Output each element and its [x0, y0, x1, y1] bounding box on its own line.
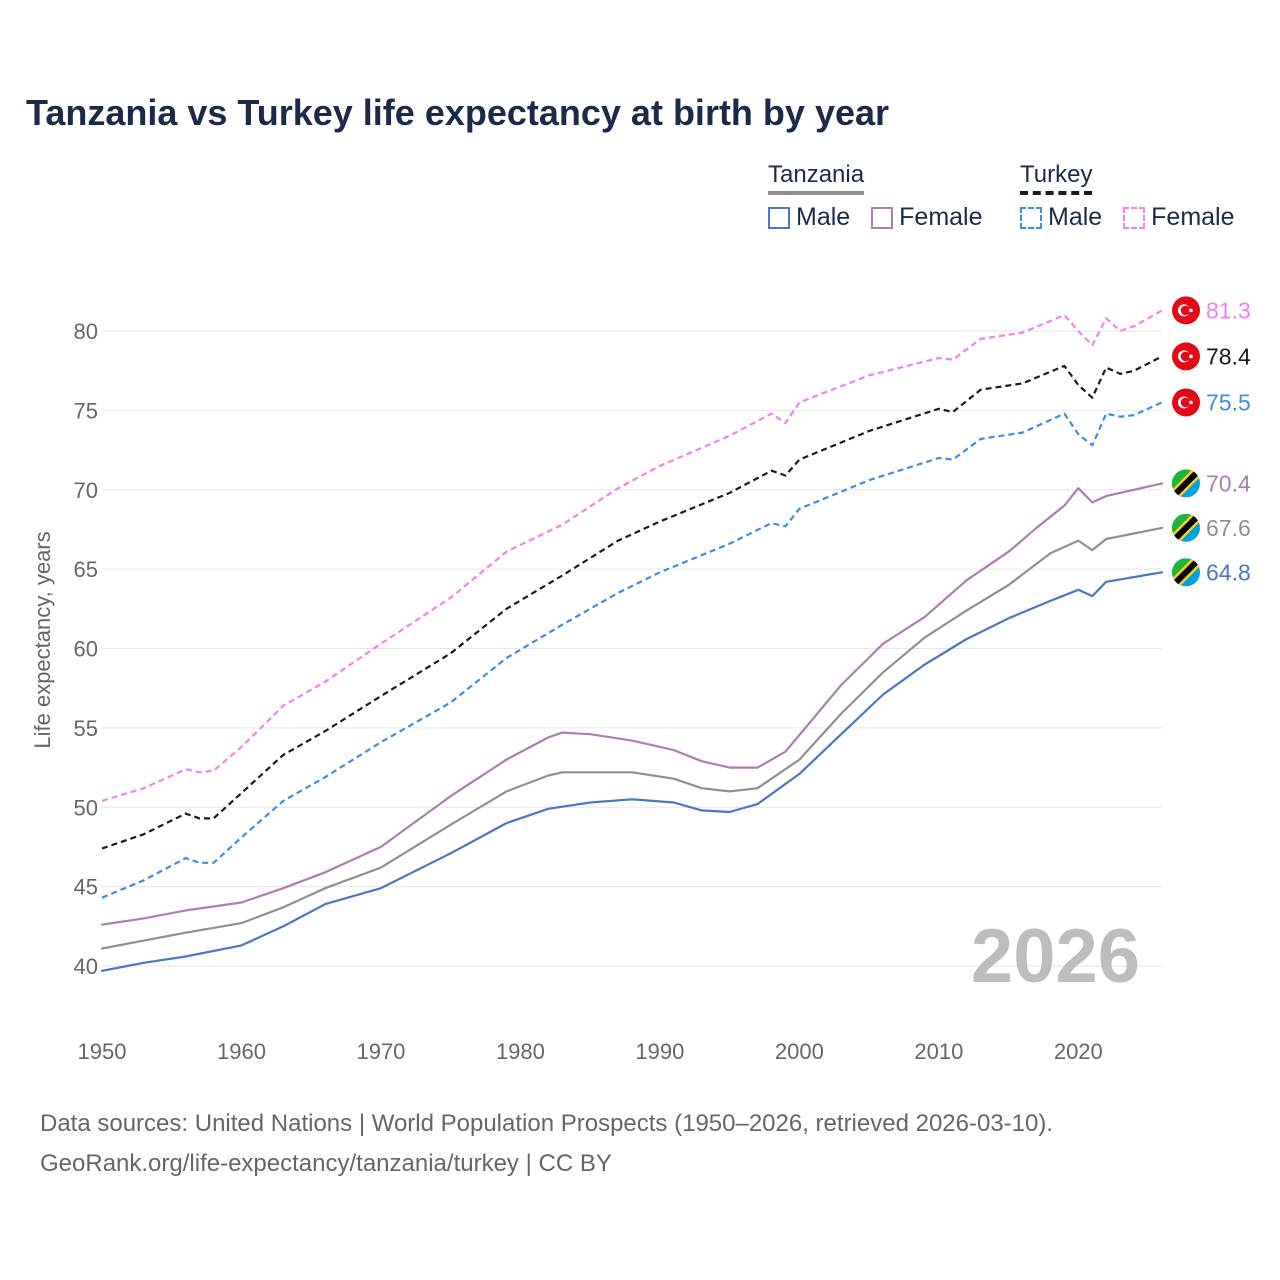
y-tick-label: 40 — [74, 954, 98, 979]
series-line-turkey-female — [101, 309, 1163, 802]
legend-turkey-female[interactable]: Female — [1123, 203, 1235, 232]
tanzania-flag-icon — [1172, 513, 1200, 542]
x-tick-label: 1980 — [496, 1039, 545, 1064]
y-tick-label: 60 — [74, 637, 98, 662]
turkey-flag-icon — [1172, 388, 1200, 417]
legend-turkey: Turkey Male Female — [1020, 160, 1249, 236]
x-tick-label: 1970 — [356, 1039, 405, 1064]
legend-swatch-tanzania-female — [871, 206, 894, 229]
y-axis-label: Life expectancy, years — [30, 531, 55, 748]
chart-title: Tanzania vs Turkey life expectancy at bi… — [26, 92, 890, 133]
data-sources: Data sources: United Nations | World Pop… — [40, 1104, 1053, 1184]
legend-label: Male — [796, 203, 851, 231]
x-tick-label: 1990 — [635, 1039, 684, 1064]
sources-line: Data sources: United Nations | World Pop… — [40, 1110, 1054, 1137]
turkey-flag-icon — [1172, 296, 1200, 325]
end-label-tanzania-male: 64.8 — [1206, 559, 1251, 585]
legend-tanzania-title: Tanzania — [768, 161, 865, 195]
series-line-tanzania-total — [100, 526, 1164, 950]
legend-tanzania-male[interactable]: Male — [768, 203, 850, 232]
end-label-tanzania-female: 70.4 — [1206, 470, 1251, 496]
legend-label: Male — [1048, 203, 1103, 231]
y-tick-label: 50 — [74, 795, 98, 820]
x-tick-label: 2010 — [914, 1039, 963, 1064]
series-line-tanzania-male — [100, 571, 1164, 972]
end-label-turkey-male: 75.5 — [1206, 389, 1251, 415]
end-label-turkey-total: 78.4 — [1206, 343, 1251, 369]
year-watermark: 2026 — [971, 914, 1140, 999]
legend-swatch-turkey-female — [1123, 206, 1146, 229]
x-tick-label: 1960 — [217, 1039, 266, 1064]
legend-tanzania: Tanzania Male Female — [768, 160, 997, 236]
legend-swatch-tanzania-male — [768, 206, 790, 229]
axes: 40 45 50 55 60 65 70 75 80 1950 1960 1970 1980 1990 20… — [74, 319, 1103, 1064]
y-tick-label: 75 — [74, 398, 98, 423]
series-line-turkey-male — [101, 401, 1163, 899]
x-tick-label: 2020 — [1054, 1039, 1103, 1064]
end-label-turkey-female: 81.3 — [1206, 297, 1251, 323]
end-labels: 64.8 70.4 67.6 75.5 81.3 78.4 — [1172, 296, 1251, 587]
life-expectancy-chart: 2026 40 45 50 55 60 65 70 75 80 1950 1960 1970 1980 1… — [30, 296, 1251, 1064]
legend-tanzania-female[interactable]: Female — [871, 203, 983, 232]
y-tick-label: 55 — [74, 716, 98, 741]
tanzania-flag-icon — [1172, 469, 1200, 498]
tanzania-flag-icon — [1172, 558, 1200, 587]
y-tick-label: 70 — [74, 478, 98, 503]
turkey-flag-icon — [1172, 342, 1200, 371]
legend-label: Female — [1151, 203, 1235, 231]
legend-label: Female — [899, 203, 983, 231]
series-line-turkey-total — [101, 355, 1163, 850]
series — [100, 309, 1164, 972]
end-label-tanzania-total: 67.6 — [1206, 515, 1251, 541]
grid — [102, 330, 1162, 967]
y-tick-label: 45 — [74, 875, 98, 900]
legend-turkey-male[interactable]: Male — [1020, 203, 1102, 232]
legend-swatch-turkey-male — [1020, 206, 1042, 229]
y-tick-label: 65 — [74, 557, 98, 582]
x-tick-label: 2000 — [775, 1039, 824, 1064]
series-line-tanzania-female — [100, 482, 1164, 926]
legend-turkey-title: Turkey — [1020, 161, 1093, 195]
y-tick-label: 80 — [74, 319, 98, 344]
attribution-line[interactable]: GeoRank.org/life-expectancy/tanzania/tur… — [40, 1150, 612, 1177]
x-tick-label: 1950 — [78, 1039, 127, 1064]
